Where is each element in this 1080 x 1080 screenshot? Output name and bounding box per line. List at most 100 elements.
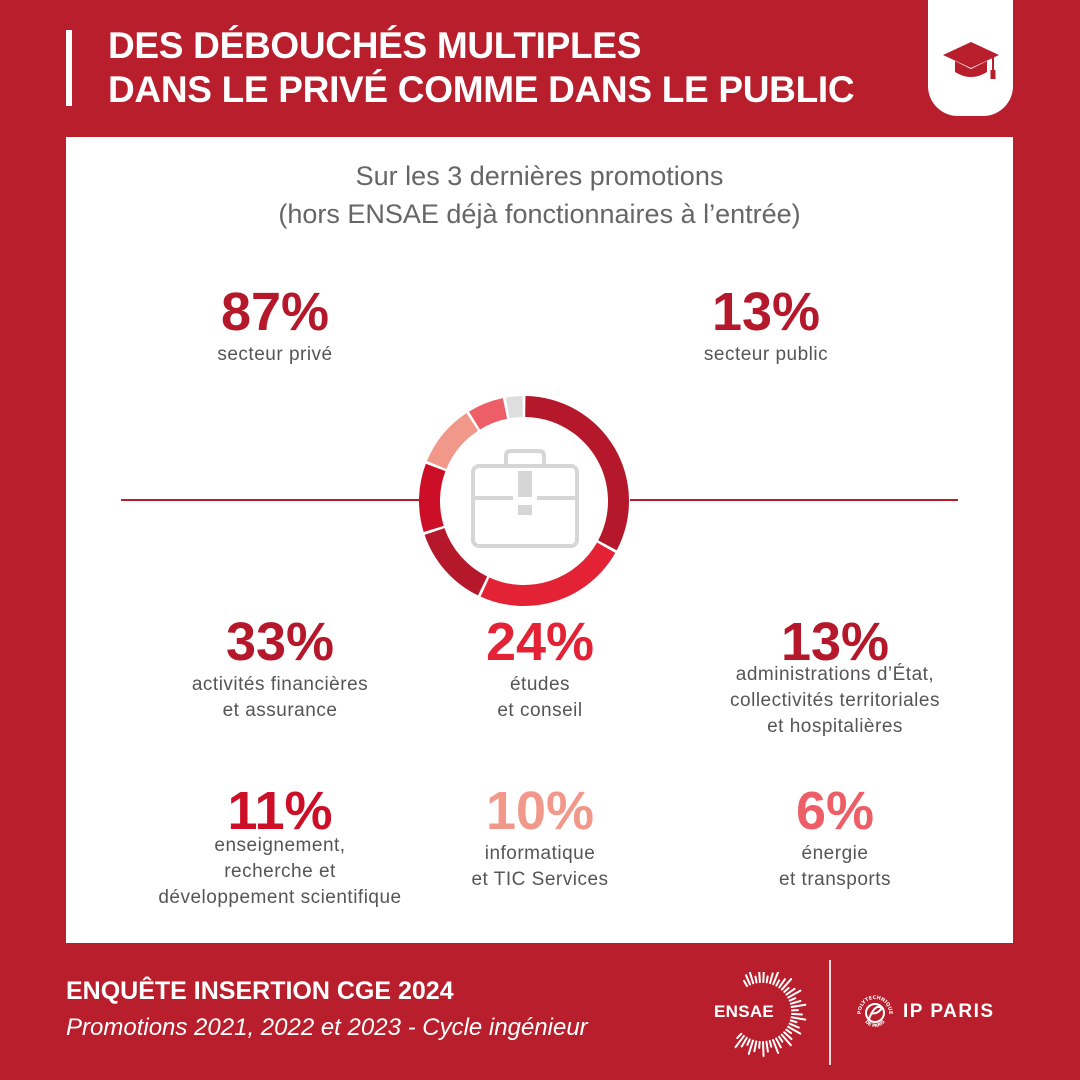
stat-label-line: administrations d’État, <box>735 664 935 685</box>
stat-value: 33% <box>225 612 335 672</box>
ensae-burst-ray <box>753 1040 758 1053</box>
stat-label-line: enseignement, <box>214 835 346 856</box>
ensae-burst-ray <box>745 974 752 986</box>
ensae-burst-ray <box>743 979 748 988</box>
ensae-burst-ray <box>778 978 786 989</box>
donut-slice-3 <box>419 463 446 533</box>
stat-value: 24% <box>485 612 595 672</box>
stat-public-sector: 13% secteur public <box>666 282 866 368</box>
graduation-cap-tab <box>928 0 1013 116</box>
donut-slice-1 <box>480 542 616 606</box>
ensae-burst-ray <box>758 972 761 984</box>
ensae-burst-ray <box>785 987 796 996</box>
stat-label-line: énergie <box>801 843 869 864</box>
ensae-burst-ray <box>783 1031 793 1041</box>
title-accent-bar <box>66 30 72 106</box>
stat-it-services: 10% informatique et TIC Services <box>440 781 640 893</box>
donut-slice-6 <box>505 396 523 419</box>
ensae-burst-ray <box>783 986 790 993</box>
seal-ring-bottom: DE PARIS <box>864 1019 887 1029</box>
svg-text:DE PARIS: DE PARIS <box>864 1019 887 1029</box>
ensae-burst-ray <box>780 978 793 991</box>
stat-value: 13% <box>711 282 821 342</box>
ensae-burst-ray <box>789 1019 798 1024</box>
divider-line-right <box>630 499 958 501</box>
stat-label-line: développement scientifique <box>158 887 402 908</box>
stat-value: 6% <box>795 781 875 841</box>
ensae-burst-ray <box>772 972 780 986</box>
graduation-cap-icon <box>943 42 999 79</box>
ensae-burst-ray <box>788 1022 800 1029</box>
content-panel: Sur les 3 dernières promotions (hors ENS… <box>66 137 1013 943</box>
stat-label-line: et TIC Services <box>471 869 609 890</box>
stat-consulting: 24% études et conseil <box>440 612 640 724</box>
stat-private-sector: 87% secteur privé <box>175 282 375 368</box>
stat-value: 11% <box>227 781 333 841</box>
subtitle-line-2: (hors ENSAE déjà fonctionnaires à l’entr… <box>278 199 801 229</box>
ensae-burst-ray <box>787 1025 802 1035</box>
ensae-burst-ray <box>765 975 769 984</box>
stat-public-administration: 13% administrations d’État, collectivité… <box>680 612 990 740</box>
ensae-burst-mark <box>734 972 807 1057</box>
ip-paris-wordmark: IP PARIS <box>903 1001 995 1022</box>
stat-label-line: recherche et <box>224 861 336 882</box>
ensae-burst-ray <box>790 1016 807 1021</box>
ensae-wordmark: ENSAE <box>714 1002 775 1021</box>
stat-research: 11% enseignement, recherche et développe… <box>125 781 435 911</box>
ensae-burst-ray <box>777 1035 784 1043</box>
ensae-burst-ray <box>771 1038 780 1054</box>
stat-finance: 33% activités financières et assurance <box>135 612 425 724</box>
logo-separator <box>829 960 831 1065</box>
stat-label-line: et conseil <box>497 700 583 721</box>
ensae-burst-ray <box>790 1012 803 1016</box>
stat-label-line: études <box>509 674 571 695</box>
ensae-burst-ray <box>754 975 758 984</box>
ensae-burst-ray <box>740 1036 748 1048</box>
stat-value: 87% <box>220 282 330 342</box>
ensae-burst-ray <box>769 972 774 985</box>
stat-value: 10% <box>485 781 595 841</box>
donut-slice-2 <box>424 528 488 596</box>
ensae-burst-ray <box>762 972 765 984</box>
ensae-burst-ray <box>780 1033 792 1047</box>
ensae-burst-ray <box>785 1028 793 1035</box>
divider-line-left <box>121 499 419 501</box>
page-title-line-2: DANS LE PRIVÉ COMME DANS LE PUBLIC <box>108 69 855 110</box>
donut-slices <box>419 396 629 606</box>
ensae-burst-ray <box>765 1040 769 1053</box>
ensae-burst-ray <box>787 989 802 999</box>
stat-value: 13% <box>780 612 890 672</box>
ensae-burst-ray <box>746 1038 751 1046</box>
ip-paris-seal-icon: POLYTECHNIQUE DE PARIS <box>857 995 893 1029</box>
ensae-burst-ray <box>775 1037 782 1049</box>
ensae-burst-ray <box>790 1003 807 1009</box>
ensae-burst-ray <box>734 1034 745 1049</box>
donut-slice-0 <box>525 396 629 551</box>
briefcase-icon <box>471 449 579 548</box>
stat-label-line: activités financières <box>191 674 369 695</box>
stat-label-line: et hospitalières <box>767 716 903 737</box>
stat-energy: 6% énergie et transports <box>735 781 935 893</box>
donut-slice-4 <box>426 413 479 469</box>
page-title-line-1: DES DÉBOUCHÉS MULTIPLES <box>108 25 642 66</box>
ensae-burst-ray <box>748 972 755 985</box>
stat-label-line: collectivités territoriales <box>730 690 940 711</box>
ensae-burst-ray <box>788 997 797 1002</box>
ensae-burst-ray <box>789 999 802 1005</box>
stat-label: secteur public <box>703 344 829 365</box>
ensae-burst-ray <box>775 979 781 987</box>
survey-subtitle: Promotions 2021, 2022 et 2023 - Cycle in… <box>66 1014 588 1041</box>
donut-chart <box>419 396 629 606</box>
stat-label-line: et assurance <box>222 700 338 721</box>
subtitle-line-1: Sur les 3 dernières promotions <box>355 161 724 191</box>
ensae-burst-ray <box>736 1032 743 1040</box>
ensae-logo: ENSAE <box>712 972 812 1058</box>
subtitle: Sur les 3 dernières promotions (hors ENS… <box>66 157 1013 233</box>
survey-title: ENQUÊTE INSERTION CGE 2024 <box>66 977 454 1005</box>
ensae-burst-ray <box>747 1039 754 1055</box>
donut-slice-5 <box>468 398 508 430</box>
ensae-burst-ray <box>768 1039 773 1048</box>
stat-label-line: et transports <box>778 869 892 890</box>
stat-label-line: informatique <box>484 843 596 864</box>
page-title: DES DÉBOUCHÉS MULTIPLES DANS LE PRIVÉ CO… <box>108 24 855 112</box>
